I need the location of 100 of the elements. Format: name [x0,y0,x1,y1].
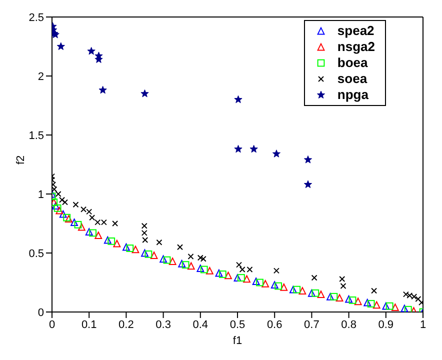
x-axis-title: f1 [232,335,242,347]
point [176,244,183,250]
point [252,278,260,286]
point [348,296,356,304]
point [391,304,399,311]
point [89,229,97,237]
y-tick-label: 2.5 [28,12,44,24]
y-tick-label: 1 [38,188,44,201]
point [62,199,68,206]
point [56,42,65,50]
point [234,274,242,282]
y-tick-label: 2 [38,70,44,83]
point [56,206,64,214]
point [72,202,79,208]
point [200,266,208,274]
point [274,282,282,290]
point [104,236,112,244]
point [317,290,325,298]
point [289,286,297,294]
y-axis-title: f2 [14,155,27,164]
point [59,196,66,203]
point [178,260,186,268]
point [304,156,312,164]
point [272,150,281,158]
point [98,86,107,94]
point [243,275,250,283]
legend-label: soea [337,71,368,87]
x-tick-label: 0.8 [341,318,356,331]
point [256,278,264,286]
point [113,240,121,248]
point [372,301,380,309]
y-tick-label: 0.5 [28,248,44,260]
point [215,269,223,277]
point [59,210,67,218]
point [311,274,318,281]
point [74,220,82,228]
legend-label: npga [337,87,368,103]
point [188,254,194,260]
legend-label: boea [337,55,368,71]
point [122,243,130,251]
point [354,298,362,306]
point [94,219,101,226]
x-tick-label: 0.7 [304,318,320,331]
x-tick-label: 0.2 [118,318,134,331]
point [406,292,413,298]
point [280,284,288,291]
point [108,238,116,245]
x-tick-label: 0.1 [81,318,97,331]
point [293,286,301,294]
point [132,246,140,254]
point [386,302,394,310]
point [144,250,152,258]
point [187,262,195,270]
point [400,304,408,312]
x-tick-label: 0.6 [266,318,282,331]
point [160,255,167,263]
point [224,272,232,280]
point [89,214,96,221]
point [163,256,171,264]
point [330,292,338,300]
point [200,256,206,262]
x-tick-label: 0.4 [192,318,208,331]
x-tick-label: 0 [48,318,56,331]
point [270,281,278,289]
point [52,202,60,210]
point [78,223,86,231]
x-tick-label: 0.3 [156,318,171,331]
point [250,144,258,153]
x-tick-label: 0.9 [378,318,394,331]
point [364,298,372,306]
point [86,208,92,215]
point [197,254,204,261]
point [367,300,375,308]
point [326,292,334,300]
point [196,264,204,272]
point [141,249,148,257]
y-tick-label: 0 [38,306,44,319]
point [156,239,162,246]
point [140,89,149,98]
point [55,191,62,197]
point [85,228,93,236]
point [336,294,344,302]
point [239,266,246,273]
point [80,206,87,212]
point [246,266,253,273]
point [234,144,242,153]
point [411,294,418,300]
point [236,262,242,268]
point [234,95,242,104]
point [382,302,390,310]
point [304,180,312,188]
point [87,46,96,55]
point [70,218,78,226]
point [206,267,214,274]
point [238,274,245,282]
point [415,296,422,302]
point [273,268,280,274]
x-tick-label: 0.5 [230,318,246,331]
point [404,306,412,312]
point [94,232,102,239]
